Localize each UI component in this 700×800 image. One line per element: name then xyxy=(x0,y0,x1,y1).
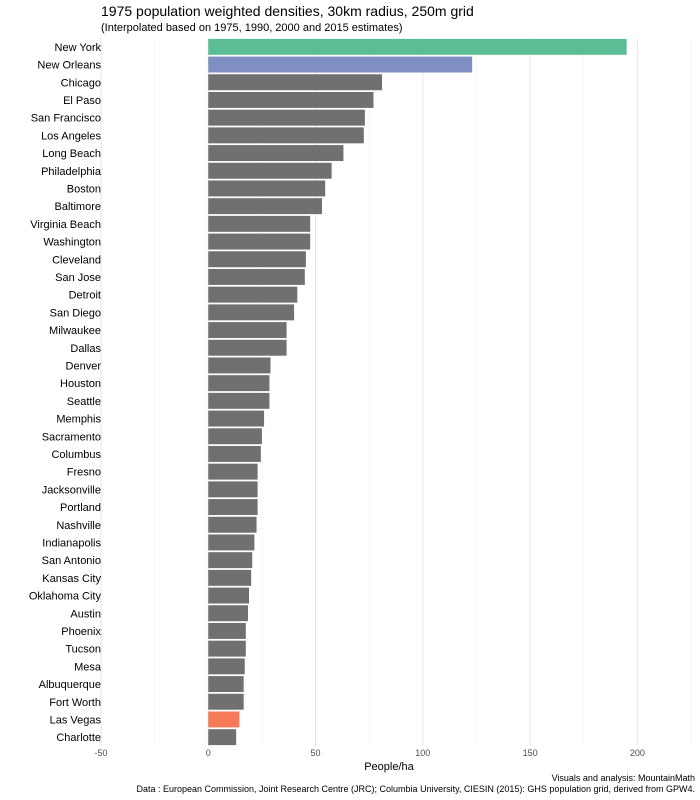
category-label: New York xyxy=(55,42,102,54)
bar-austin xyxy=(208,605,248,622)
bar-philadelphia xyxy=(208,162,332,179)
category-label: Virginia Beach xyxy=(30,219,101,231)
category-label: San Jose xyxy=(55,272,101,284)
caption-line-1: Visuals and analysis: MountainMath xyxy=(552,773,695,783)
x-tick-labels: -50 0 50 100 150 200 xyxy=(94,748,644,758)
chart-title: 1975 population weighted densities, 30km… xyxy=(101,3,474,19)
grid xyxy=(100,38,692,746)
category-label: San Francisco xyxy=(31,113,101,125)
bar-seattle xyxy=(208,392,270,409)
x-tick-label: 100 xyxy=(415,748,430,758)
category-label: Milwaukee xyxy=(49,325,101,337)
bar-long-beach xyxy=(208,145,344,162)
category-label: Austin xyxy=(70,608,101,620)
bar-tucson xyxy=(208,640,246,657)
chart-subtitle: (Interpolated based on 1975, 1990, 2000 … xyxy=(101,22,403,34)
category-label: Kansas City xyxy=(42,573,101,585)
bars xyxy=(208,38,627,746)
bar-el-paso xyxy=(208,91,374,108)
caption-line-2: Data : European Commission, Joint Resear… xyxy=(136,784,695,794)
category-label: Detroit xyxy=(69,290,101,302)
category-label: Fresno xyxy=(67,467,101,479)
bar-chicago xyxy=(208,74,383,91)
x-axis-title: People/ha xyxy=(364,761,414,773)
bar-san-antonio xyxy=(208,552,253,569)
category-label: San Diego xyxy=(50,307,101,319)
category-label: Boston xyxy=(67,183,101,195)
category-label: San Antonio xyxy=(42,555,101,567)
category-label: Mesa xyxy=(74,661,102,673)
category-label: Fort Worth xyxy=(49,697,101,709)
category-label: Denver xyxy=(66,360,102,372)
x-tick-label: 200 xyxy=(630,748,645,758)
category-label: Sacramento xyxy=(42,431,101,443)
category-label: Las Vegas xyxy=(50,714,102,726)
bar-oklahoma-city xyxy=(208,587,250,604)
bar-san-jose xyxy=(208,268,305,285)
category-label: El Paso xyxy=(63,95,101,107)
bar-portland xyxy=(208,499,258,516)
category-label: Nashville xyxy=(56,520,101,532)
category-label: Cleveland xyxy=(52,254,101,266)
category-label: Tucson xyxy=(65,644,101,656)
bar-washington xyxy=(208,233,311,250)
x-tick-label: -50 xyxy=(94,748,107,758)
category-label: Jacksonville xyxy=(42,484,101,496)
bar-denver xyxy=(208,357,271,374)
category-label: Columbus xyxy=(51,449,101,461)
category-label: Seattle xyxy=(67,396,101,408)
bar-kansas-city xyxy=(208,569,252,586)
category-label: Phoenix xyxy=(61,626,101,638)
category-labels: New York New Orleans Chicago El Paso San Fra… xyxy=(29,42,102,744)
bar-milwaukee xyxy=(208,322,287,339)
category-label: Philadelphia xyxy=(41,166,102,178)
category-label: Portland xyxy=(60,502,101,514)
category-label: Chicago xyxy=(61,77,101,89)
bar-indianapolis xyxy=(208,534,255,551)
bar-las-vegas xyxy=(208,711,240,728)
bar-san-francisco xyxy=(208,109,365,126)
bar-dallas xyxy=(208,339,287,356)
bar-fort-worth xyxy=(208,693,244,710)
bar-houston xyxy=(208,375,270,392)
bar-new-york xyxy=(208,38,627,55)
bar-mesa xyxy=(208,658,245,675)
category-label: Baltimore xyxy=(55,201,101,213)
bar-san-diego xyxy=(208,304,295,321)
bar-memphis xyxy=(208,410,265,427)
category-label: Houston xyxy=(60,378,101,390)
category-label: Los Angeles xyxy=(41,130,101,142)
category-label: Memphis xyxy=(56,414,101,426)
bar-columbus xyxy=(208,445,261,462)
category-label: Albuquerque xyxy=(39,679,101,691)
x-tick-label: 0 xyxy=(206,748,211,758)
bar-nashville xyxy=(208,516,257,533)
bar-cleveland xyxy=(208,251,306,268)
bar-los-angeles xyxy=(208,127,364,144)
category-label: Indianapolis xyxy=(42,537,101,549)
bar-new-orleans xyxy=(208,56,473,73)
bar-phoenix xyxy=(208,622,246,639)
category-label: New Orleans xyxy=(37,60,101,72)
x-tick-label: 50 xyxy=(311,748,321,758)
bar-charlotte xyxy=(208,729,237,746)
category-label: Long Beach xyxy=(42,148,101,160)
category-label: Washington xyxy=(43,237,101,249)
bar-fresno xyxy=(208,463,258,480)
bar-detroit xyxy=(208,286,298,303)
bar-virginia-beach xyxy=(208,215,311,232)
bar-jacksonville xyxy=(208,481,258,498)
category-label: Charlotte xyxy=(56,732,101,744)
bar-sacramento xyxy=(208,428,262,445)
category-label: Oklahoma City xyxy=(29,591,102,603)
category-label: Dallas xyxy=(70,343,101,355)
bar-boston xyxy=(208,180,326,197)
bar-baltimore xyxy=(208,198,322,215)
bar-albuquerque xyxy=(208,676,244,693)
x-tick-label: 150 xyxy=(523,748,538,758)
